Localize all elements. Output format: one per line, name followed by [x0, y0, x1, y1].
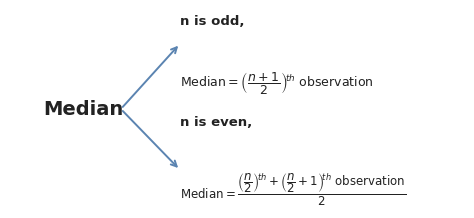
Text: n is odd,: n is odd, [180, 15, 245, 28]
Text: $\mathrm{Median} = \dfrac{\left(\dfrac{n}{2}\right)^{\!th} + \left(\dfrac{n}{2}+: $\mathrm{Median} = \dfrac{\left(\dfrac{n… [180, 172, 406, 208]
Text: Median: Median [43, 99, 123, 119]
Text: n is even,: n is even, [180, 116, 252, 129]
Text: $\mathrm{Median} = \left(\dfrac{n+1}{2}\right)^{\!th}\ \mathrm{observation}$: $\mathrm{Median} = \left(\dfrac{n+1}{2}\… [180, 70, 374, 96]
